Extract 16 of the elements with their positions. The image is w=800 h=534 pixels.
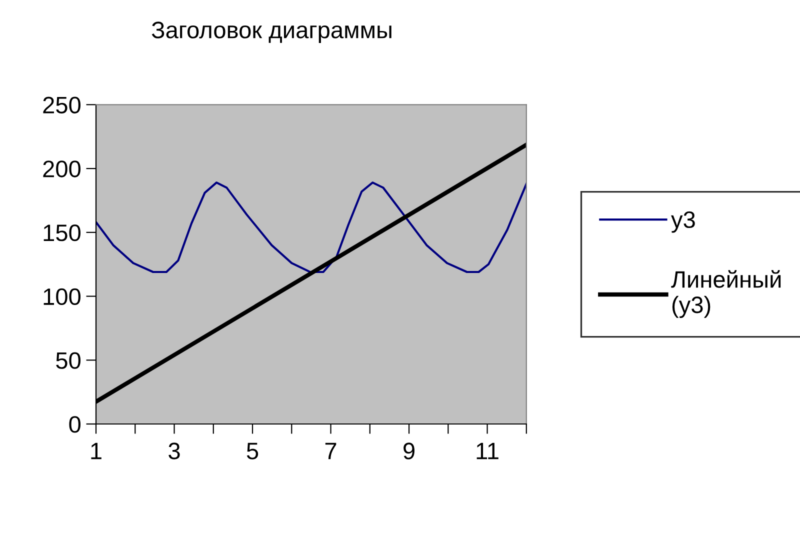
legend-label: y3 <box>671 211 695 233</box>
y-tick-label: 0 <box>69 416 80 433</box>
x-tick-label: 3 <box>168 442 180 460</box>
y-tick-label: 50 <box>56 352 80 369</box>
x-tick-label: 1 <box>91 442 102 460</box>
x-tick-label: 7 <box>325 442 336 460</box>
y-tick-label: 250 <box>43 96 80 114</box>
x-tick-label: 9 <box>404 442 414 460</box>
y-tick-label: 100 <box>44 288 80 306</box>
chart-title: Заголовок диаграммы <box>152 22 392 44</box>
legend-label: Линейный (y3) <box>671 270 781 318</box>
y-tick-label: 150 <box>44 224 80 242</box>
x-tick-label: 5 <box>246 442 258 460</box>
line-series <box>96 182 526 274</box>
x-tick-label: 11 <box>476 442 498 460</box>
y-tick-label: 200 <box>43 160 80 178</box>
